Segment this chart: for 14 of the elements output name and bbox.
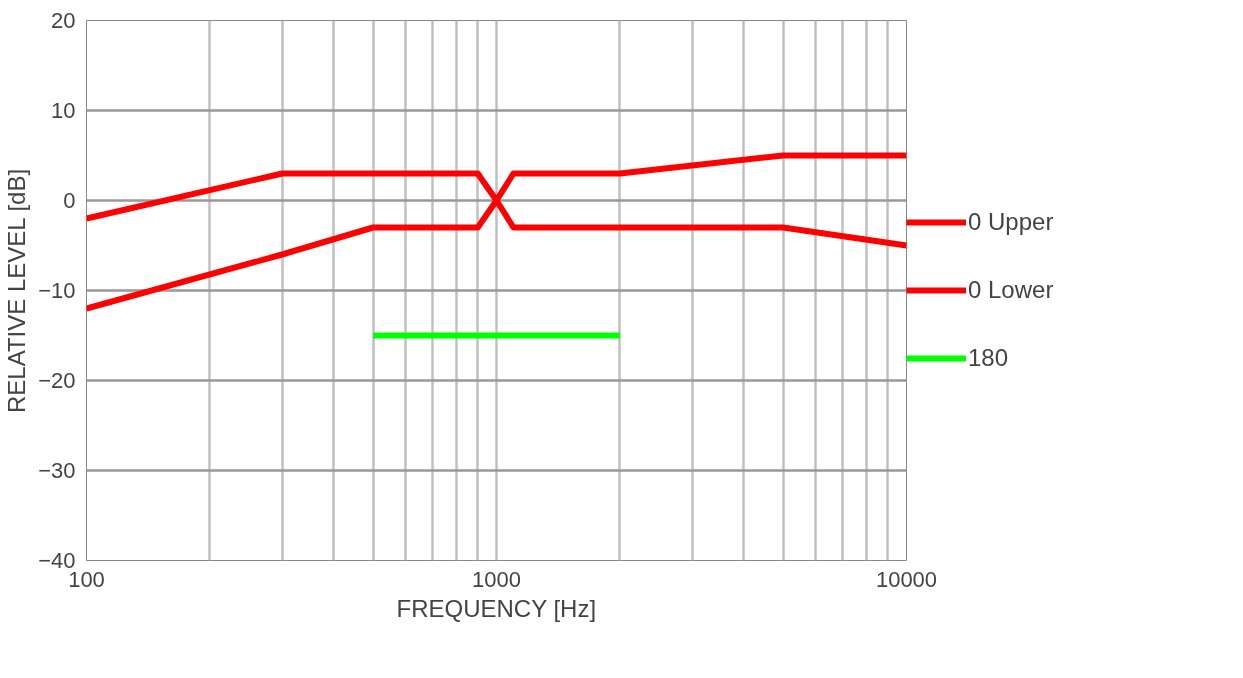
y-tick-label: 10 — [51, 98, 76, 123]
y-tick-label: −30 — [38, 458, 76, 483]
legend-label: 0 Upper — [968, 208, 1054, 236]
y-axis-title: RELATIVE LEVEL [dB] — [3, 168, 31, 413]
y-tick-label: 0 — [63, 188, 76, 213]
x-axis-title: FREQUENCY [Hz] — [396, 594, 597, 622]
y-tick-label: 20 — [51, 8, 76, 33]
x-tick-label: 1000 — [472, 566, 521, 592]
y-tick-label: −40 — [38, 548, 76, 573]
y-tick-label: −10 — [38, 278, 76, 303]
legend-label: 0 Lower — [968, 276, 1054, 304]
y-tick-label: −20 — [38, 368, 76, 393]
x-tick-label: 10000 — [875, 566, 938, 592]
legend-label: 180 — [968, 344, 1009, 372]
